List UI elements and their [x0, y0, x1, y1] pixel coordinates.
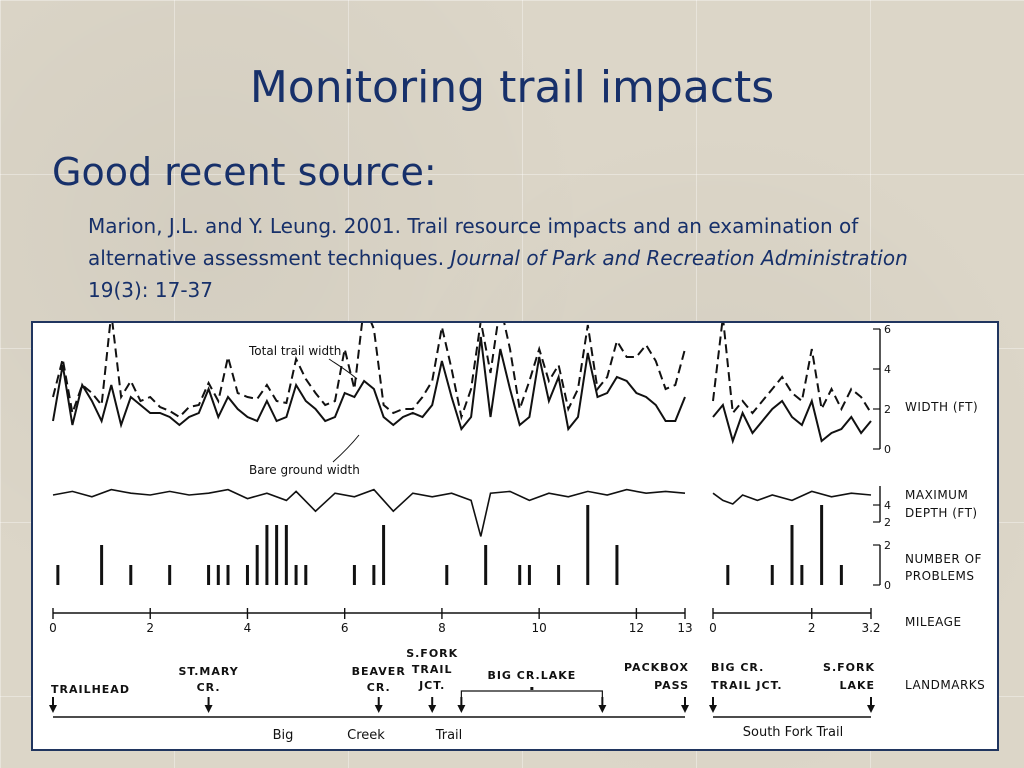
big-creek-mileage-label: 12	[629, 621, 644, 635]
row-label-problems-2: PROBLEMS	[905, 569, 975, 583]
packbox-pass-arrow	[681, 697, 689, 713]
row-label-depth-1: MAXIMUM	[905, 488, 968, 502]
citation: Marion, J.L. and Y. Leung. 2001. Trail r…	[88, 210, 968, 306]
st-mary-arrow	[204, 697, 213, 713]
width-axis-label: 2	[884, 403, 891, 416]
big-cr-lake-bracket	[460, 690, 603, 707]
big-creek-mileage-label: 4	[244, 621, 252, 635]
big-creek-mileage-label: 8	[438, 621, 446, 635]
big-creek-mileage-label: 2	[146, 621, 154, 635]
problems-axis-label: 2	[884, 539, 891, 552]
big-creek-trail-name-word: Creek	[347, 728, 385, 743]
row-label-width: WIDTH (FT)	[905, 400, 978, 414]
big-creek-bare-width-line	[52, 336, 686, 432]
problems-axis-label: 4	[884, 499, 891, 512]
st-mary-label-1: ST.MARY	[178, 665, 238, 678]
trailhead-arrow	[49, 697, 57, 713]
s-fork-jct-arrow	[428, 697, 437, 713]
south-fork-mileage-label: 0	[709, 621, 717, 635]
big-creek-mileage-label: 10	[532, 621, 547, 635]
beaver-cr-arrow	[374, 697, 383, 713]
citation-tail: 19(3): 17-37	[88, 278, 213, 302]
big-creek-trail-name-word: Trail	[435, 728, 463, 743]
big-creek-mileage-label: 6	[341, 621, 349, 635]
big-cr-lake-label: BIG CR.LAKE	[487, 669, 576, 682]
bare-width-annotation: Bare ground width	[249, 463, 360, 477]
s-fork-lake-arrow	[867, 697, 875, 713]
big-creek-mileage-label: 13	[677, 621, 692, 635]
big-creek-trail-name-word: Big	[273, 728, 294, 743]
row-label-problems-1: NUMBER OF	[905, 552, 982, 566]
south-fork-bare-width-line	[712, 397, 872, 445]
trail-impact-figure: 0 2 4 6 8 10 12 13 0 2 3.2 TRAILHEAD ST.MARY CR. BEAVE…	[31, 321, 999, 751]
big-creek-mileage-label: 0	[49, 621, 57, 635]
s-fork-jct-label-3: JCT.	[418, 679, 445, 692]
total-width-annotation: Total trail width	[248, 344, 341, 358]
big-cr-trail-jct-arrow	[709, 697, 717, 713]
big-cr-lake-marker	[530, 687, 534, 690]
row-label-landmarks: LANDMARKS	[905, 678, 985, 692]
south-fork-mileage-label: 2	[808, 621, 816, 635]
packbox-pass-label-2: PASS	[654, 679, 689, 692]
st-mary-label-2: CR.	[197, 681, 221, 694]
s-fork-lake-label-1: S.FORK	[823, 661, 875, 674]
south-fork-max-depth-line	[712, 490, 872, 505]
big-creek-total-width-line	[52, 323, 686, 421]
s-fork-jct-label-1: S.FORK	[406, 647, 458, 660]
beaver-cr-label-2: CR.	[367, 681, 391, 694]
trail-impact-chart: 0 2 4 6 8 10 12 13 0 2 3.2 TRAILHEAD ST.MARY CR. BEAVE…	[49, 323, 985, 743]
width-axis-label: 0	[884, 443, 891, 456]
south-fork-trail-name: South Fork Trail	[743, 725, 843, 740]
big-cr-trail-jct-label-1: BIG CR.	[711, 661, 764, 674]
south-fork-total-width-line	[712, 323, 872, 416]
bare-width-leader	[332, 434, 360, 463]
row-label-depth-2: DEPTH (FT)	[905, 506, 978, 520]
width-axis-label: 6	[884, 323, 891, 336]
south-fork-mileage-label: 3.2	[861, 621, 880, 635]
depth-axis-label: 2	[884, 516, 891, 529]
trailhead-label: TRAILHEAD	[51, 683, 130, 696]
big-cr-trail-jct-label-2: TRAIL JCT.	[711, 679, 783, 692]
citation-journal: Journal of Park and Recreation Administr…	[450, 246, 908, 270]
big-cr-lake-arrow-end	[598, 697, 607, 713]
row-label-mileage: MILEAGE	[905, 615, 962, 629]
packbox-pass-label-1: PACKBOX	[624, 661, 689, 674]
s-fork-lake-label-2: LAKE	[839, 679, 875, 692]
beaver-cr-label-1: BEAVER	[352, 665, 406, 678]
big-cr-lake-arrow-start	[457, 697, 466, 713]
citation-main: Marion, J.L. and Y. Leung. 2001. Trail r…	[88, 214, 859, 270]
slide-subtitle: Good recent source:	[52, 150, 437, 194]
big-creek-max-depth-line	[52, 488, 686, 537]
problems-axis-label: 0	[884, 579, 891, 592]
width-axis-label: 4	[884, 363, 891, 376]
s-fork-jct-label-2: TRAIL	[412, 663, 453, 676]
slide-title: Monitoring trail impacts	[249, 62, 775, 113]
total-width-leader	[328, 358, 358, 380]
